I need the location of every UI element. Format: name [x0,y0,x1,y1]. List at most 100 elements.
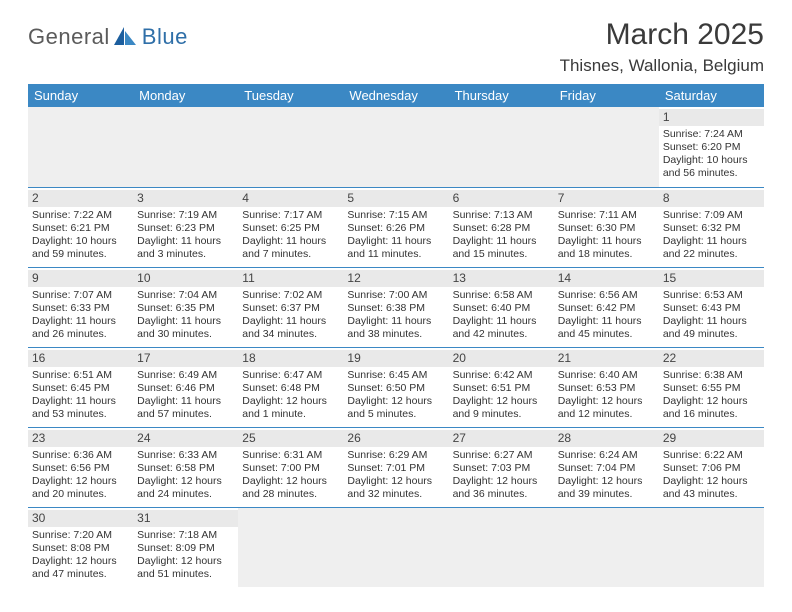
day-detail-line: Daylight: 11 hours [347,235,444,248]
day-number: 21 [554,350,659,367]
calendar-week-row: 23Sunrise: 6:36 AMSunset: 6:56 PMDayligh… [28,427,764,507]
day-number: 17 [133,350,238,367]
day-detail-line: Daylight: 11 hours [558,235,655,248]
day-detail-line: Sunset: 7:03 PM [453,462,550,475]
day-number: 31 [133,510,238,527]
day-detail-line: and 36 minutes. [453,488,550,501]
calendar-day-cell: 25Sunrise: 6:31 AMSunset: 7:00 PMDayligh… [238,427,343,507]
day-detail-line: Sunset: 6:50 PM [347,382,444,395]
logo-text-general: General [28,24,110,50]
day-detail-line: Sunrise: 6:31 AM [242,449,339,462]
day-detail-line: Sunrise: 6:42 AM [453,369,550,382]
day-detail-line: and 47 minutes. [32,568,129,581]
day-detail-line: Sunset: 6:42 PM [558,302,655,315]
day-detail-line: Sunset: 6:38 PM [347,302,444,315]
weekday-header-row: Sunday Monday Tuesday Wednesday Thursday… [28,84,764,107]
calendar-day-cell: 27Sunrise: 6:27 AMSunset: 7:03 PMDayligh… [449,427,554,507]
calendar-day-cell: 18Sunrise: 6:47 AMSunset: 6:48 PMDayligh… [238,347,343,427]
day-number: 19 [343,350,448,367]
day-detail-line: Sunset: 6:25 PM [242,222,339,235]
day-number: 24 [133,430,238,447]
title-block: March 2025 Thisnes, Wallonia, Belgium [560,18,764,76]
calendar-day-cell: 31Sunrise: 7:18 AMSunset: 8:09 PMDayligh… [133,507,238,587]
day-detail-line: Sunset: 7:06 PM [663,462,760,475]
day-detail-line: Sunset: 6:37 PM [242,302,339,315]
calendar-day-cell: 11Sunrise: 7:02 AMSunset: 6:37 PMDayligh… [238,267,343,347]
day-detail-line: and 24 minutes. [137,488,234,501]
day-number: 20 [449,350,554,367]
day-detail-line: Sunrise: 6:58 AM [453,289,550,302]
day-detail-line: and 22 minutes. [663,248,760,261]
day-detail-line: Daylight: 12 hours [137,475,234,488]
day-number: 14 [554,270,659,287]
day-detail-line: Sunset: 6:43 PM [663,302,760,315]
day-detail-line: and 16 minutes. [663,408,760,421]
day-detail-line: Daylight: 10 hours [32,235,129,248]
day-detail-line: Sunrise: 6:56 AM [558,289,655,302]
calendar-week-row: 2Sunrise: 7:22 AMSunset: 6:21 PMDaylight… [28,187,764,267]
day-number: 15 [659,270,764,287]
day-number: 29 [659,430,764,447]
day-number: 27 [449,430,554,447]
calendar-day-cell: 15Sunrise: 6:53 AMSunset: 6:43 PMDayligh… [659,267,764,347]
calendar-day-cell [133,107,238,187]
day-detail-line: Daylight: 12 hours [558,395,655,408]
calendar-day-cell [659,507,764,587]
day-detail-line: Daylight: 12 hours [453,475,550,488]
calendar-day-cell: 2Sunrise: 7:22 AMSunset: 6:21 PMDaylight… [28,187,133,267]
calendar-day-cell [554,507,659,587]
day-detail-line: Daylight: 11 hours [663,235,760,248]
day-detail-line: Daylight: 11 hours [137,395,234,408]
day-detail-line: Sunset: 8:09 PM [137,542,234,555]
day-detail-line: Daylight: 12 hours [663,395,760,408]
day-detail-line: Daylight: 11 hours [242,315,339,328]
weekday-header: Friday [554,84,659,107]
day-detail-line: Sunset: 6:30 PM [558,222,655,235]
day-number: 2 [28,190,133,207]
day-detail-line: and 26 minutes. [32,328,129,341]
day-detail-line: and 34 minutes. [242,328,339,341]
day-detail-line: Daylight: 12 hours [137,555,234,568]
day-detail-line: Sunrise: 6:38 AM [663,369,760,382]
day-number: 4 [238,190,343,207]
day-detail-line: and 15 minutes. [453,248,550,261]
calendar-day-cell: 30Sunrise: 7:20 AMSunset: 8:08 PMDayligh… [28,507,133,587]
calendar-day-cell: 13Sunrise: 6:58 AMSunset: 6:40 PMDayligh… [449,267,554,347]
day-detail-line: Sunset: 8:08 PM [32,542,129,555]
day-detail-line: Sunset: 6:45 PM [32,382,129,395]
day-detail-line: Sunset: 6:26 PM [347,222,444,235]
weekday-header: Saturday [659,84,764,107]
day-number: 11 [238,270,343,287]
day-detail-line: Sunrise: 7:17 AM [242,209,339,222]
calendar-day-cell [343,507,448,587]
day-detail-line: Sunset: 6:28 PM [453,222,550,235]
day-detail-line: Daylight: 12 hours [453,395,550,408]
day-detail-line: and 32 minutes. [347,488,444,501]
day-detail-line: Daylight: 12 hours [242,395,339,408]
day-number: 10 [133,270,238,287]
day-detail-line: and 20 minutes. [32,488,129,501]
day-detail-line: Sunset: 6:32 PM [663,222,760,235]
calendar-day-cell: 10Sunrise: 7:04 AMSunset: 6:35 PMDayligh… [133,267,238,347]
day-detail-line: and 7 minutes. [242,248,339,261]
day-detail-line: and 45 minutes. [558,328,655,341]
day-detail-line: Daylight: 12 hours [32,475,129,488]
day-detail-line: Sunrise: 6:24 AM [558,449,655,462]
day-detail-line: Sunrise: 6:36 AM [32,449,129,462]
calendar-day-cell [449,107,554,187]
day-detail-line: and 59 minutes. [32,248,129,261]
day-detail-line: and 51 minutes. [137,568,234,581]
calendar-day-cell [343,107,448,187]
day-number: 22 [659,350,764,367]
day-detail-line: Daylight: 11 hours [558,315,655,328]
day-detail-line: and 43 minutes. [663,488,760,501]
calendar-week-row: 9Sunrise: 7:07 AMSunset: 6:33 PMDaylight… [28,267,764,347]
day-detail-line: Daylight: 11 hours [32,315,129,328]
day-detail-line: Sunset: 6:58 PM [137,462,234,475]
day-detail-line: Sunset: 6:53 PM [558,382,655,395]
day-detail-line: Sunset: 6:56 PM [32,462,129,475]
day-detail-line: Sunset: 6:33 PM [32,302,129,315]
day-detail-line: Sunrise: 6:45 AM [347,369,444,382]
day-detail-line: Sunset: 6:55 PM [663,382,760,395]
calendar-day-cell: 26Sunrise: 6:29 AMSunset: 7:01 PMDayligh… [343,427,448,507]
